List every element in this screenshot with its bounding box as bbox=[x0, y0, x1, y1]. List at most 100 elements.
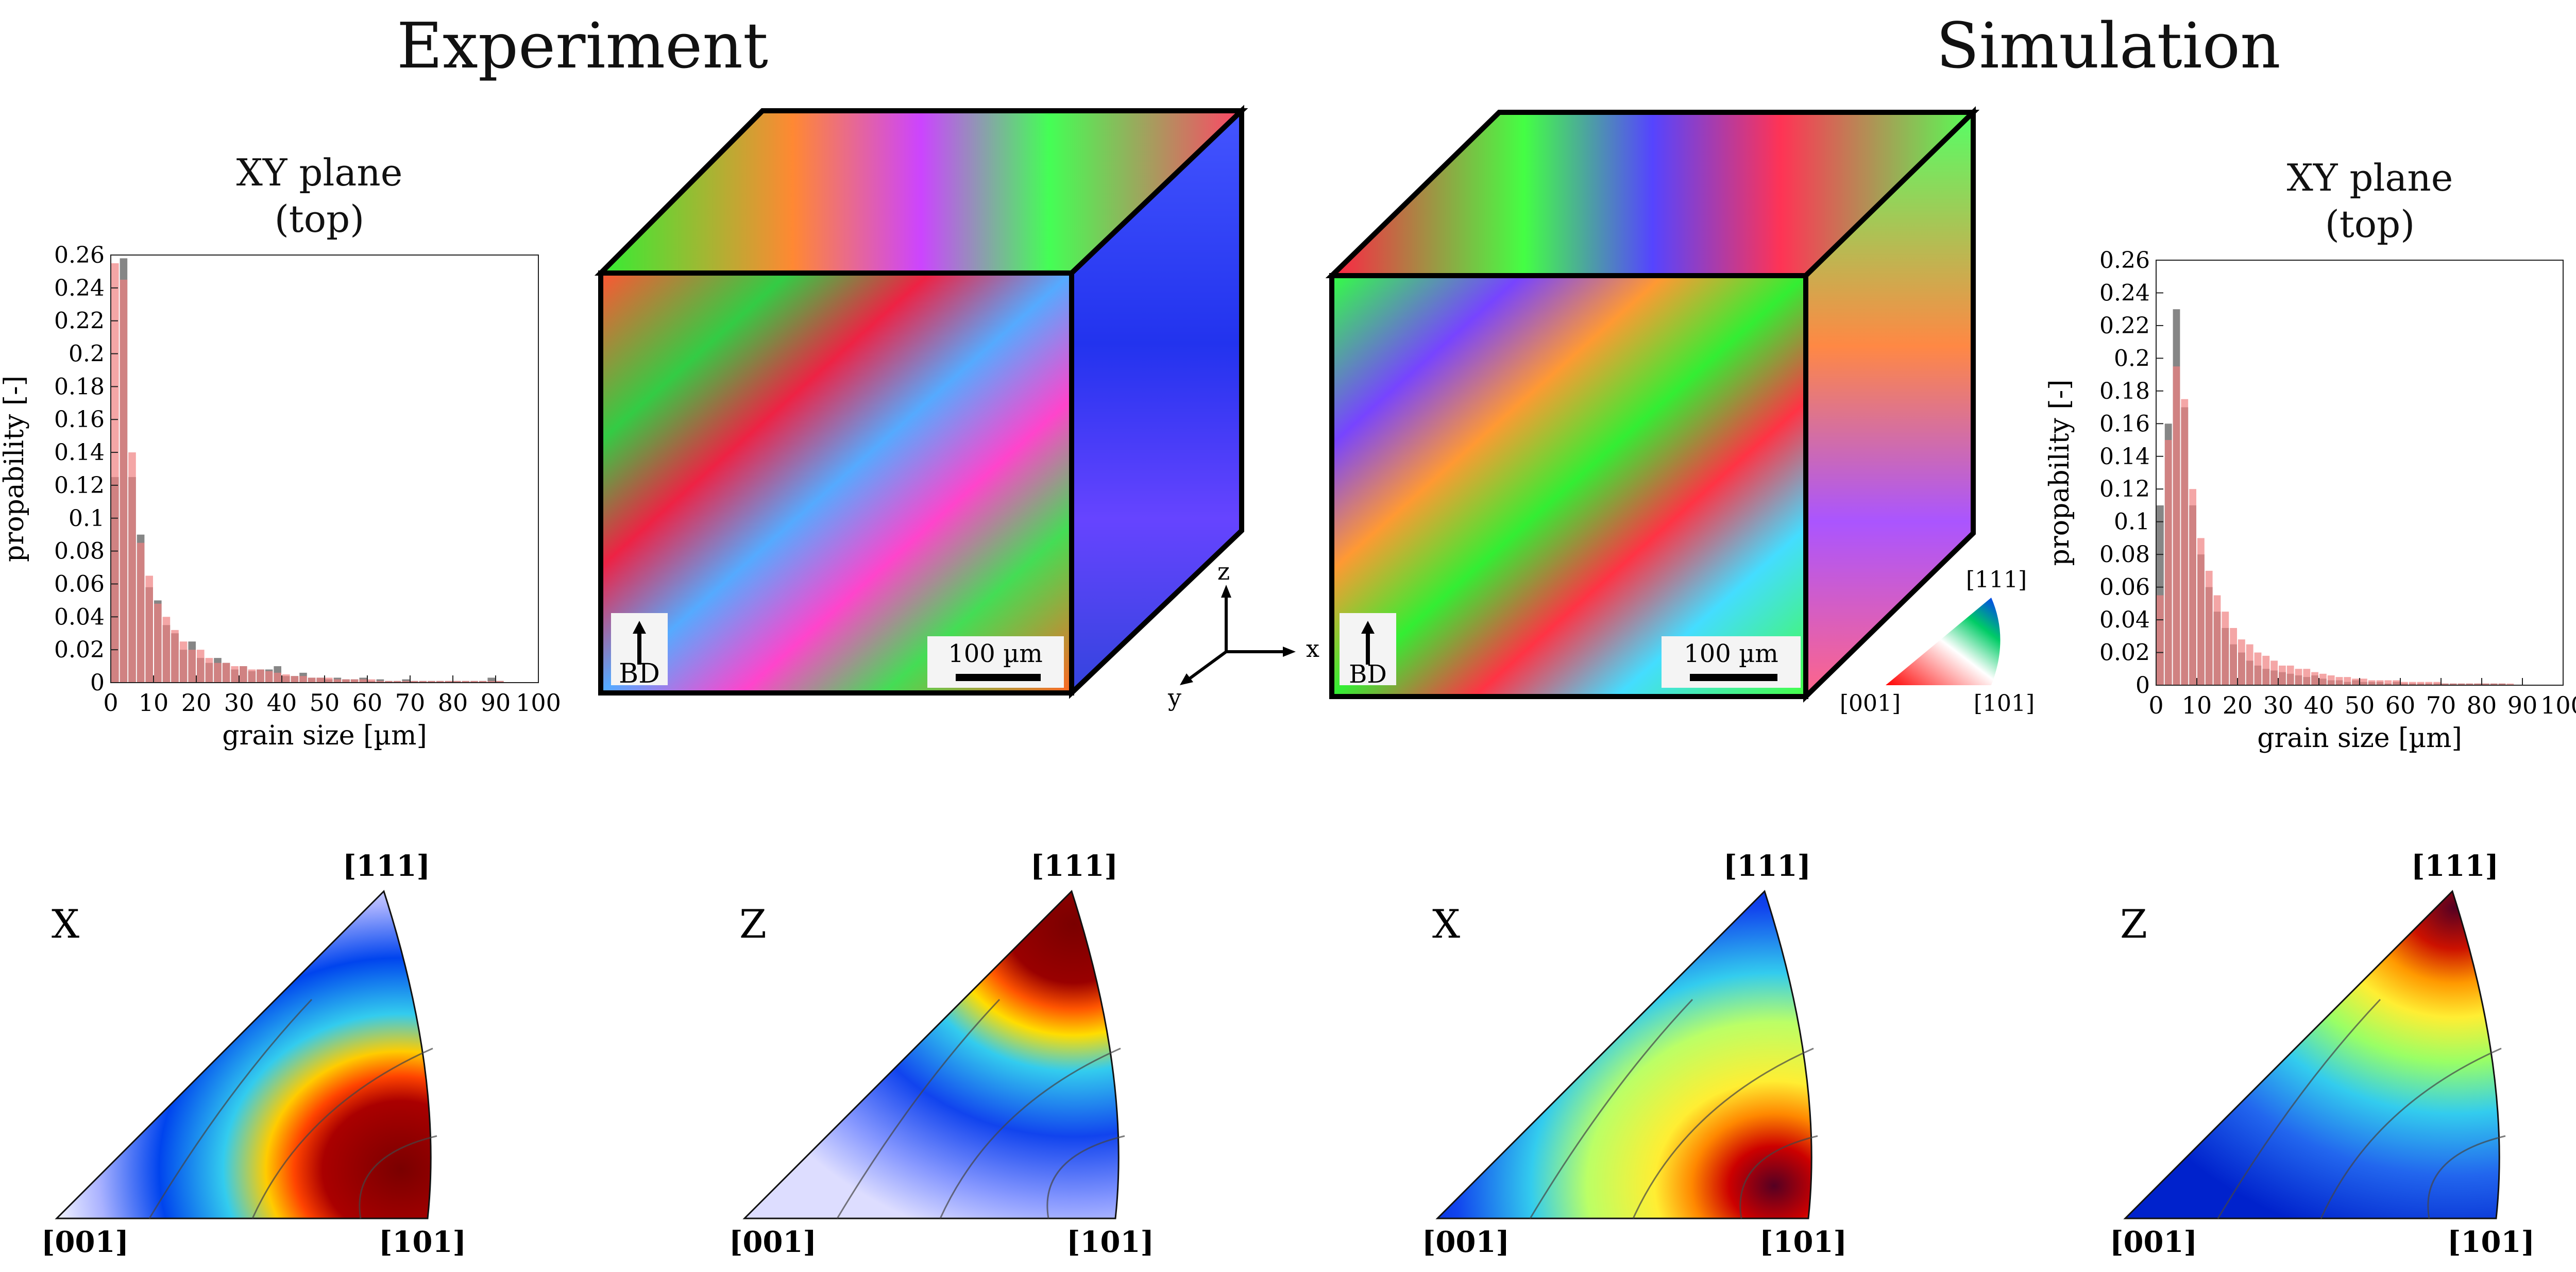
ipf-triangle bbox=[742, 890, 1120, 1219]
ipf-label-001: [001] bbox=[1422, 1225, 1510, 1257]
title-simulation: Simulation bbox=[1936, 9, 2281, 82]
ipf-contour bbox=[148, 998, 313, 1219]
y-tick-label: 0.06 bbox=[2099, 574, 2150, 601]
histogram-bar bbox=[2384, 680, 2392, 685]
histogram-bar bbox=[274, 672, 281, 683]
x-tick-label: 100 bbox=[516, 689, 561, 717]
ipf-triangle bbox=[55, 890, 432, 1219]
histogram-bar bbox=[2173, 366, 2180, 685]
ipf-contour bbox=[1739, 1135, 1818, 1219]
histogram-bar bbox=[496, 681, 504, 683]
triad-y-label: y bbox=[1167, 684, 1181, 711]
histogram-bar bbox=[2335, 677, 2343, 685]
y-tick-label: 0.26 bbox=[2099, 247, 2150, 274]
histogram-bar bbox=[2433, 682, 2441, 685]
ipf-label-101: [101] bbox=[1759, 1225, 1847, 1257]
x-tick-label: 50 bbox=[310, 689, 340, 717]
ipf-contour bbox=[2320, 1047, 2502, 1219]
ipf-label-001: [001] bbox=[2110, 1225, 2197, 1257]
histogram-bar bbox=[428, 681, 435, 683]
x-tick-label: 0 bbox=[103, 689, 118, 717]
title-experiment: Experiment bbox=[397, 9, 768, 82]
histogram-bar bbox=[128, 452, 136, 683]
histogram-bar bbox=[2401, 682, 2408, 685]
histogram-bar bbox=[359, 679, 367, 683]
histogram-bar bbox=[325, 677, 333, 683]
x-tick-label: 10 bbox=[139, 689, 169, 717]
hist-title-left: XY plane (top) bbox=[216, 149, 422, 242]
histogram-bar bbox=[2490, 683, 2498, 685]
histogram-bar bbox=[2319, 673, 2327, 685]
histogram-bar bbox=[2352, 679, 2359, 685]
x-tick-label: 70 bbox=[2426, 691, 2456, 719]
ipf-plot: X [111] [001] [101] bbox=[1422, 849, 1847, 1257]
x-tick-label: 90 bbox=[481, 689, 511, 717]
color-key-001: [001] bbox=[1840, 690, 1901, 717]
simulation-cube-front-face bbox=[1329, 273, 1808, 699]
histogram-bar bbox=[2262, 655, 2270, 685]
histogram-bar bbox=[393, 681, 401, 683]
ipf-label-111: [111] bbox=[343, 849, 430, 883]
y-tick-label: 0.18 bbox=[54, 374, 105, 400]
plot-frame bbox=[110, 255, 539, 683]
y-tick-label: 0.16 bbox=[2099, 411, 2150, 437]
histogram-bar bbox=[376, 681, 384, 683]
histogram-bar bbox=[2189, 489, 2196, 685]
y-tick-label: 0.22 bbox=[2099, 313, 2150, 339]
histogram-bar bbox=[487, 677, 495, 683]
x-tick-label: 30 bbox=[224, 689, 255, 717]
y-tick-label: 0.24 bbox=[2099, 280, 2150, 306]
histogram-bar bbox=[2303, 669, 2311, 685]
ipf-contour bbox=[2217, 998, 2381, 1219]
histogram-bar bbox=[248, 669, 256, 683]
y-tick-label: 0.14 bbox=[54, 439, 105, 466]
x-tick-label: 80 bbox=[2467, 691, 2497, 719]
histogram-bar bbox=[436, 681, 444, 683]
histogram-bar bbox=[2458, 683, 2465, 685]
histogram-bar bbox=[2442, 683, 2449, 685]
ipf-triangle bbox=[1435, 890, 1812, 1219]
ipf-direction-label: Z bbox=[739, 901, 767, 947]
histogram-bar bbox=[2466, 683, 2473, 685]
y-tick-label: 0.02 bbox=[2099, 640, 2150, 666]
histogram-bar bbox=[154, 603, 162, 683]
y-tick-label: 0.1 bbox=[69, 505, 105, 532]
ipf-triangle bbox=[2123, 890, 2500, 1219]
histogram-bar bbox=[445, 681, 452, 683]
y-axis-label: propability [-] bbox=[0, 376, 30, 562]
hist-title-right-line2: (top) bbox=[2325, 202, 2415, 246]
ipf-label-111: [111] bbox=[1723, 849, 1811, 883]
histogram-bar bbox=[316, 677, 324, 683]
y-axis-label: propability [-] bbox=[2044, 380, 2075, 566]
histogram-bar bbox=[179, 641, 188, 683]
ipf-color-key: [111] [001] [101] bbox=[1840, 567, 2035, 717]
bd-label-sim: BD bbox=[1349, 660, 1387, 689]
histogram-bar bbox=[2344, 677, 2351, 685]
ipf-contour bbox=[1632, 1047, 1814, 1219]
histogram-bar bbox=[299, 676, 307, 683]
x-tick-label: 30 bbox=[2263, 691, 2294, 719]
experiment-cube: BD 100 µm bbox=[594, 105, 1248, 699]
y-tick-label: 0.08 bbox=[54, 538, 105, 565]
color-key-101: [101] bbox=[1974, 690, 2035, 717]
ipf-contour bbox=[251, 1047, 433, 1219]
y-tick-label: 0.04 bbox=[2099, 607, 2150, 633]
histogram-bar bbox=[308, 677, 316, 683]
x-tick-label: 40 bbox=[267, 689, 297, 717]
y-tick-label: 0 bbox=[2136, 672, 2150, 699]
histogram-bar bbox=[342, 679, 350, 683]
histogram-bar bbox=[2360, 679, 2367, 685]
histogram-bar bbox=[197, 650, 205, 683]
ipf-direction-label: X bbox=[52, 901, 79, 947]
histogram-bar bbox=[2230, 627, 2237, 685]
ipf-label-101: [101] bbox=[1066, 1225, 1154, 1257]
y-tick-label: 0.16 bbox=[54, 406, 105, 433]
histogram-bar bbox=[2327, 675, 2335, 685]
histogram-bar bbox=[2449, 683, 2457, 685]
scale-label: 100 µm bbox=[948, 639, 1043, 668]
histogram-bar bbox=[214, 663, 222, 683]
histogram-bar bbox=[2295, 669, 2302, 685]
histogram-bar bbox=[2181, 399, 2189, 685]
x-axis-label: grain size [µm] bbox=[2257, 723, 2462, 754]
histogram-bar bbox=[2270, 660, 2278, 685]
